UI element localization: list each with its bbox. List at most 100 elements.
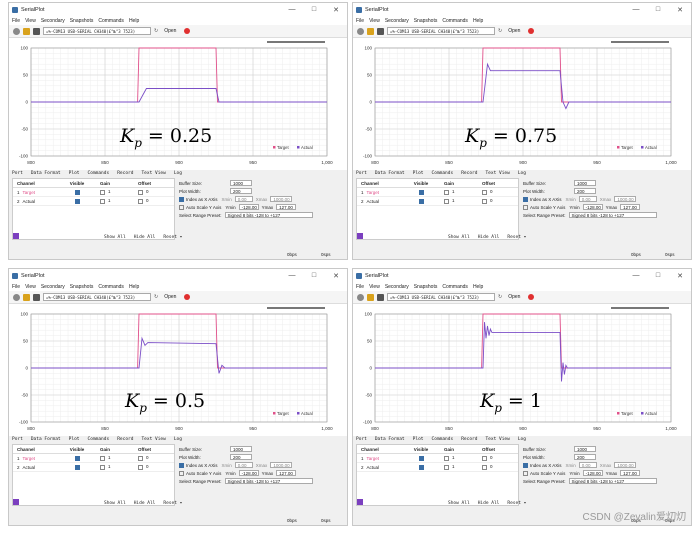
- plot-area[interactable]: 100 50 0 -50 -100 800 850 900 950 1,000 Target Actu…: [353, 304, 691, 436]
- tab-item[interactable]: Plot: [412, 437, 424, 442]
- tab-item[interactable]: Port: [356, 171, 367, 176]
- camera-icon[interactable]: [377, 293, 384, 301]
- settings-gear-icon[interactable]: [357, 293, 364, 301]
- menu-item[interactable]: View: [369, 17, 380, 24]
- gain-value[interactable]: 1: [452, 464, 455, 470]
- ymax-input[interactable]: 127.00: [276, 470, 297, 476]
- channel-color-swatch[interactable]: [13, 233, 19, 239]
- offset-value[interactable]: 0: [146, 464, 149, 470]
- offset-value[interactable]: 0: [490, 455, 493, 461]
- pen-icon[interactable]: [23, 27, 30, 35]
- table-row[interactable]: 2 Actual 1 0: [13, 463, 174, 472]
- maximize-icon[interactable]: □: [311, 6, 317, 13]
- buffer-size-input[interactable]: 1000: [230, 446, 252, 452]
- port-select[interactable]: =%-COM13 USB-SERIAL CH340(£°№°3 7523): [43, 293, 151, 301]
- hide-all-button[interactable]: Hide All: [133, 235, 156, 240]
- plot-area[interactable]: 100 50 0 -50 -100 800 850 900 950 1,000 Target Actu…: [353, 38, 691, 170]
- tab-item[interactable]: Port: [356, 437, 367, 442]
- menu-item[interactable]: File: [356, 283, 365, 290]
- open-button[interactable]: Open: [164, 28, 177, 34]
- tab-item[interactable]: Log: [173, 437, 182, 442]
- menu-item[interactable]: Commands: [442, 17, 468, 24]
- plot-scrollbar[interactable]: [267, 41, 325, 43]
- offset-value[interactable]: 0: [490, 198, 493, 204]
- visible-checkbox[interactable]: [418, 189, 424, 195]
- record-icon[interactable]: [528, 294, 535, 300]
- minimize-icon[interactable]: —: [632, 6, 640, 13]
- menu-item[interactable]: Snapshots: [413, 283, 438, 290]
- offset-value[interactable]: 0: [490, 464, 493, 470]
- reset-button[interactable]: Reset ▾: [507, 501, 527, 506]
- gain-value[interactable]: 1: [452, 189, 455, 195]
- offset-checkbox[interactable]: [482, 455, 487, 461]
- menu-item[interactable]: File: [356, 17, 365, 24]
- xmin-input[interactable]: 0.00: [578, 462, 597, 468]
- gain-value[interactable]: 1: [452, 198, 455, 204]
- plot-scrollbar[interactable]: [611, 307, 669, 309]
- gain-value[interactable]: 1: [108, 198, 111, 204]
- maximize-icon[interactable]: □: [655, 6, 661, 13]
- xmin-input[interactable]: 0.00: [234, 196, 253, 202]
- pen-icon[interactable]: [367, 293, 374, 301]
- visible-checkbox[interactable]: [74, 189, 80, 195]
- ymin-input[interactable]: -128.00: [238, 204, 259, 210]
- channel-color-swatch[interactable]: [357, 499, 363, 505]
- auto-scale-checkbox[interactable]: [523, 204, 528, 210]
- pen-icon[interactable]: [367, 27, 374, 35]
- range-preset-select[interactable]: Signed 8 bits -128 to +127: [224, 478, 313, 484]
- menu-item[interactable]: Snapshots: [69, 283, 94, 290]
- settings-gear-icon[interactable]: [357, 27, 364, 35]
- record-icon[interactable]: [184, 294, 191, 300]
- menu-item[interactable]: Secondary: [384, 17, 409, 24]
- tab-item[interactable]: Commands: [87, 437, 110, 442]
- menu-item[interactable]: Help: [128, 283, 140, 290]
- camera-icon[interactable]: [33, 27, 40, 35]
- plot-scrollbar[interactable]: [611, 41, 669, 43]
- reset-button[interactable]: Reset ▾: [163, 235, 183, 240]
- maximize-icon[interactable]: □: [311, 272, 317, 279]
- offset-checkbox[interactable]: [138, 455, 143, 461]
- menu-item[interactable]: File: [12, 17, 21, 24]
- menu-item[interactable]: Snapshots: [413, 17, 438, 24]
- xmax-input[interactable]: 1000.00: [614, 196, 637, 202]
- tab-item[interactable]: Text View: [485, 437, 510, 442]
- table-row[interactable]: 1 Target 1 0: [13, 454, 174, 463]
- table-row[interactable]: 1 Target 1 0: [13, 188, 174, 197]
- tab-item[interactable]: Data Format: [374, 437, 405, 442]
- tab-item[interactable]: Data Format: [30, 171, 61, 176]
- reset-button[interactable]: Reset ▾: [163, 501, 183, 506]
- close-icon[interactable]: ✕: [677, 272, 683, 280]
- gain-value[interactable]: 1: [108, 189, 111, 195]
- show-all-button[interactable]: Show All: [104, 235, 126, 240]
- tab-item[interactable]: Data Format: [30, 437, 61, 442]
- plot-scrollbar[interactable]: [267, 307, 325, 309]
- camera-icon[interactable]: [377, 27, 384, 35]
- ymin-input[interactable]: -128.00: [238, 470, 259, 476]
- record-icon[interactable]: [184, 28, 191, 34]
- offset-checkbox[interactable]: [482, 464, 487, 470]
- offset-value[interactable]: 0: [146, 455, 149, 461]
- plot-width-input[interactable]: 200: [230, 188, 252, 194]
- xmin-input[interactable]: 0.00: [234, 462, 253, 468]
- open-button[interactable]: Open: [508, 28, 521, 34]
- gain-checkbox[interactable]: [444, 455, 449, 461]
- menu-item[interactable]: View: [369, 283, 380, 290]
- pen-icon[interactable]: [23, 293, 30, 301]
- gain-checkbox[interactable]: [100, 464, 105, 470]
- offset-checkbox[interactable]: [138, 189, 143, 195]
- auto-scale-checkbox[interactable]: [179, 204, 184, 210]
- ymin-input[interactable]: -128.00: [582, 470, 603, 476]
- plot-width-input[interactable]: 200: [230, 454, 252, 460]
- tab-item[interactable]: Plot: [412, 171, 424, 176]
- menu-item[interactable]: Commands: [98, 17, 124, 24]
- visible-checkbox[interactable]: [74, 455, 80, 461]
- ymin-input[interactable]: -128.00: [582, 204, 603, 210]
- table-row[interactable]: 2 Actual 1 0: [357, 463, 518, 472]
- offset-value[interactable]: 0: [490, 189, 493, 195]
- table-row[interactable]: 1 Target 1 0: [357, 188, 518, 197]
- visible-checkbox[interactable]: [418, 464, 424, 470]
- index-axis-checkbox[interactable]: [523, 196, 528, 202]
- plot-width-input[interactable]: 200: [574, 188, 596, 194]
- table-row[interactable]: 2 Actual 1 0: [357, 197, 518, 206]
- index-axis-checkbox[interactable]: [179, 196, 184, 202]
